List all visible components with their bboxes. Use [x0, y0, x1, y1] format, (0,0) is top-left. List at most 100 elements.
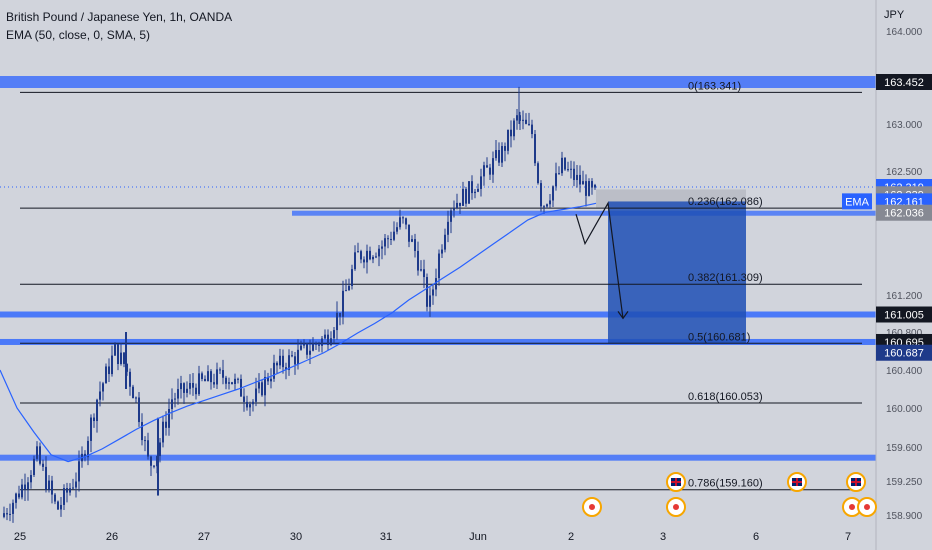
candle-body[interactable] [558, 173, 560, 175]
candle-body[interactable] [429, 295, 431, 307]
candle-body[interactable] [384, 238, 386, 247]
candle-body[interactable] [531, 124, 533, 135]
candle-body[interactable] [123, 352, 125, 364]
candle-body[interactable] [198, 373, 200, 395]
candle-body[interactable] [324, 334, 326, 339]
candle-body[interactable] [12, 502, 14, 514]
candle-body[interactable] [261, 382, 263, 396]
candle-body[interactable] [228, 382, 230, 384]
candle-body[interactable] [84, 453, 86, 458]
candle-body[interactable] [276, 362, 278, 366]
candle-body[interactable] [159, 442, 161, 457]
candle-body[interactable] [114, 344, 116, 356]
candle-body[interactable] [567, 169, 569, 171]
candle-body[interactable] [75, 481, 77, 488]
candle-body[interactable] [594, 184, 596, 188]
candle-body[interactable] [504, 146, 506, 151]
candle-body[interactable] [78, 461, 80, 482]
candle-body[interactable] [15, 493, 17, 503]
candle-body[interactable] [351, 269, 353, 286]
support-band-159-5[interactable] [0, 454, 876, 461]
candle-body[interactable] [207, 371, 209, 382]
candle-body[interactable] [294, 356, 296, 365]
candle-body[interactable] [375, 256, 377, 258]
candle-body[interactable] [216, 369, 218, 385]
candle-body[interactable] [192, 383, 194, 388]
candle-body[interactable] [543, 206, 545, 208]
candle-body[interactable] [363, 259, 365, 263]
candle-body[interactable] [57, 501, 59, 510]
candle-body[interactable] [420, 269, 422, 271]
candle-body[interactable] [219, 369, 221, 371]
candle-body[interactable] [9, 513, 11, 515]
position-target-zone[interactable] [608, 201, 746, 344]
candle-body[interactable] [210, 371, 212, 383]
candle-body[interactable] [393, 231, 395, 240]
candle-body[interactable] [45, 466, 47, 490]
candle-body[interactable] [423, 269, 425, 278]
candle-body[interactable] [273, 362, 275, 379]
candle-body[interactable] [135, 397, 137, 399]
candle-body[interactable] [201, 373, 203, 379]
support-band-161[interactable] [0, 311, 876, 318]
candle-body[interactable] [450, 210, 452, 222]
candle-body[interactable] [42, 463, 44, 467]
candle-body[interactable] [438, 253, 440, 279]
candle-body[interactable] [105, 366, 107, 384]
candle-body[interactable] [117, 344, 119, 365]
candle-body[interactable] [435, 278, 437, 290]
candle-body[interactable] [246, 401, 248, 408]
candle-body[interactable] [264, 376, 266, 396]
candle-body[interactable] [330, 338, 332, 345]
candle-body[interactable] [501, 146, 503, 163]
candle-body[interactable] [72, 487, 74, 489]
candle-body[interactable] [534, 134, 536, 164]
candle-body[interactable] [525, 119, 527, 124]
candle-body[interactable] [99, 391, 101, 400]
candle-body[interactable] [516, 115, 518, 121]
candle-body[interactable] [492, 158, 494, 175]
candle-body[interactable] [291, 355, 293, 357]
candle-body[interactable] [405, 218, 407, 225]
candle-body[interactable] [354, 252, 356, 270]
candle-body[interactable] [342, 290, 344, 317]
candle-body[interactable] [6, 513, 8, 515]
candle-body[interactable] [147, 440, 149, 457]
candle-body[interactable] [465, 188, 467, 204]
candle-body[interactable] [51, 480, 53, 495]
candle-body[interactable] [402, 217, 404, 219]
candle-body[interactable] [345, 290, 347, 292]
candle-body[interactable] [456, 202, 458, 209]
candle-body[interactable] [24, 484, 26, 490]
candle-body[interactable] [183, 383, 185, 393]
candle-body[interactable] [495, 150, 497, 159]
candle-body[interactable] [555, 173, 557, 187]
candle-body[interactable] [588, 181, 590, 196]
candle-body[interactable] [63, 488, 65, 505]
candle-body[interactable] [132, 386, 134, 399]
candle-body[interactable] [579, 174, 581, 185]
candle-body[interactable] [462, 188, 464, 206]
support-band-160-7[interactable] [0, 338, 876, 345]
candle-body[interactable] [69, 488, 71, 493]
candle-body[interactable] [162, 421, 164, 443]
candle-body[interactable] [477, 188, 479, 192]
candle-body[interactable] [333, 330, 335, 339]
candle-body[interactable] [231, 382, 233, 384]
candle-body[interactable] [96, 399, 98, 422]
candle-body[interactable] [360, 251, 362, 260]
candle-body[interactable] [150, 456, 152, 466]
candle-body[interactable] [30, 475, 32, 483]
candle-body[interactable] [366, 250, 368, 263]
candle-body[interactable] [318, 344, 320, 346]
candle-body[interactable] [528, 123, 530, 125]
candle-body[interactable] [357, 251, 359, 253]
candle-body[interactable] [186, 388, 188, 393]
candle-body[interactable] [252, 401, 254, 405]
candle-body[interactable] [225, 377, 227, 384]
candle-body[interactable] [549, 200, 551, 205]
candle-body[interactable] [249, 404, 251, 408]
candle-body[interactable] [432, 289, 434, 296]
candle-body[interactable] [585, 181, 587, 196]
